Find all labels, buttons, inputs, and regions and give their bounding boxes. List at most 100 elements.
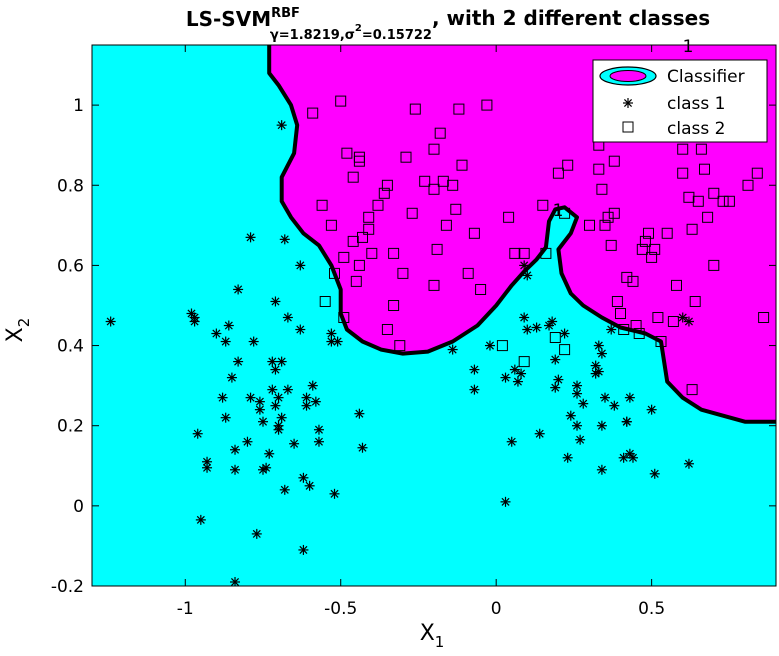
- class-2-point: [440, 219, 452, 231]
- class-1-point: [572, 388, 583, 399]
- class-2-point: [549, 332, 561, 343]
- class-2-point: [509, 247, 521, 259]
- class-2-point: [428, 279, 440, 291]
- class-1-point: [245, 232, 256, 243]
- y-tick-label: 1: [73, 96, 84, 116]
- class-1-point: [575, 434, 586, 445]
- class-1-point: [562, 452, 573, 463]
- class-2-point: [325, 219, 337, 231]
- class-2-point: [708, 187, 720, 199]
- class-1-point: [233, 284, 244, 295]
- legend-label-class-2: class 2: [667, 119, 725, 139]
- legend-star-glyph: [623, 98, 633, 108]
- class-1-point: [264, 448, 275, 459]
- class-2-point: [723, 195, 735, 207]
- class-2-point: [661, 227, 673, 239]
- class-1-point: [233, 356, 244, 367]
- class-2-point: [372, 199, 384, 211]
- class-1-point: [230, 464, 241, 475]
- x-tick-label: -1: [177, 599, 194, 619]
- class-2-point: [596, 183, 608, 195]
- class-1-point: [565, 410, 576, 421]
- x-label-sub: 1: [435, 633, 445, 651]
- class-1-point: [298, 544, 309, 555]
- class-2-point: [695, 143, 707, 155]
- class-2-point: [363, 211, 375, 223]
- class-1-point: [500, 496, 511, 507]
- class-1-point: [550, 382, 561, 393]
- chart-title: LS-SVMRBF γ=1.8219,σ2=0.15722, with 2 dif…: [186, 6, 710, 43]
- class-1-point: [553, 374, 564, 385]
- class-2-point: [562, 159, 574, 171]
- class-2-point: [381, 179, 393, 191]
- axes-box: [91, 44, 777, 587]
- class-1-point: [298, 472, 309, 483]
- class-2-point: [593, 163, 605, 175]
- class-1-point: [267, 356, 278, 367]
- class-1-point: [267, 384, 278, 395]
- class-2-point: [468, 227, 480, 239]
- class-1-point: [282, 384, 293, 395]
- class-2-point: [655, 336, 667, 347]
- class-1-point: [677, 312, 688, 323]
- class-2-point: [618, 324, 630, 335]
- class-2-point: [633, 328, 645, 339]
- class-2-point: [437, 175, 449, 187]
- class-1-point: [326, 336, 337, 347]
- class-2-point: [419, 175, 431, 187]
- class-2-point: [316, 199, 328, 211]
- decision-boundary: [267, 45, 776, 424]
- class-1-point: [578, 398, 589, 409]
- class-1-point: [258, 416, 268, 427]
- class-2-markers: [307, 95, 770, 396]
- class-2-point: [692, 195, 704, 207]
- class-2-point: [388, 300, 400, 311]
- class-2-point: [475, 284, 487, 295]
- class-1-point: [282, 312, 293, 323]
- class-1-point: [245, 392, 256, 403]
- class-1-point: [273, 420, 284, 431]
- title-sub-superscript: 2: [355, 23, 362, 34]
- class-2-point: [639, 235, 651, 247]
- class-2-point: [708, 259, 720, 271]
- class-1-point: [295, 324, 306, 335]
- y-axis-label: X2: [3, 318, 33, 343]
- class-2-point: [584, 219, 595, 231]
- class-2-point: [751, 167, 763, 179]
- class-1-point: [276, 356, 287, 367]
- class-2-point: [559, 207, 571, 219]
- class-2-point: [559, 344, 571, 356]
- x-axis-ticks: -1 -0.5 0 0.5: [177, 45, 665, 619]
- x-tick-label: 0: [491, 599, 502, 619]
- class-2-point: [350, 275, 362, 287]
- class-2-point: [699, 163, 710, 175]
- class-2-point: [627, 275, 639, 287]
- title-main: LS-SVM: [186, 7, 271, 31]
- class-1-point: [326, 328, 337, 339]
- class-2-point: [394, 340, 406, 352]
- class-2-point: [605, 239, 617, 251]
- class-1-point: [270, 400, 281, 411]
- title-subscript: γ=1.8219,σ: [270, 28, 355, 43]
- x-tick-label: -0.5: [324, 599, 357, 619]
- x-tick-label: 0.5: [638, 599, 665, 619]
- class-2-point: [335, 95, 347, 107]
- class-1-point: [279, 234, 290, 245]
- class-2-point: [677, 143, 689, 155]
- class-1-point: [301, 392, 312, 403]
- class-2-point: [406, 207, 418, 219]
- class-1-markers: [105, 120, 694, 586]
- legend: Classifier class 1 class 2: [592, 59, 768, 143]
- class-1-point: [596, 348, 607, 359]
- class-1-point: [329, 488, 340, 499]
- class-1-point: [220, 336, 231, 347]
- class-1-point: [279, 484, 290, 495]
- class-2-point: [357, 231, 368, 243]
- class-1-point: [618, 452, 629, 463]
- class-1-point: [534, 428, 545, 439]
- class-1-point: [506, 436, 517, 447]
- y-label-base: X: [3, 327, 28, 342]
- class-1-point: [310, 396, 321, 407]
- class-2-point: [540, 247, 552, 259]
- class-2-point: [686, 223, 698, 235]
